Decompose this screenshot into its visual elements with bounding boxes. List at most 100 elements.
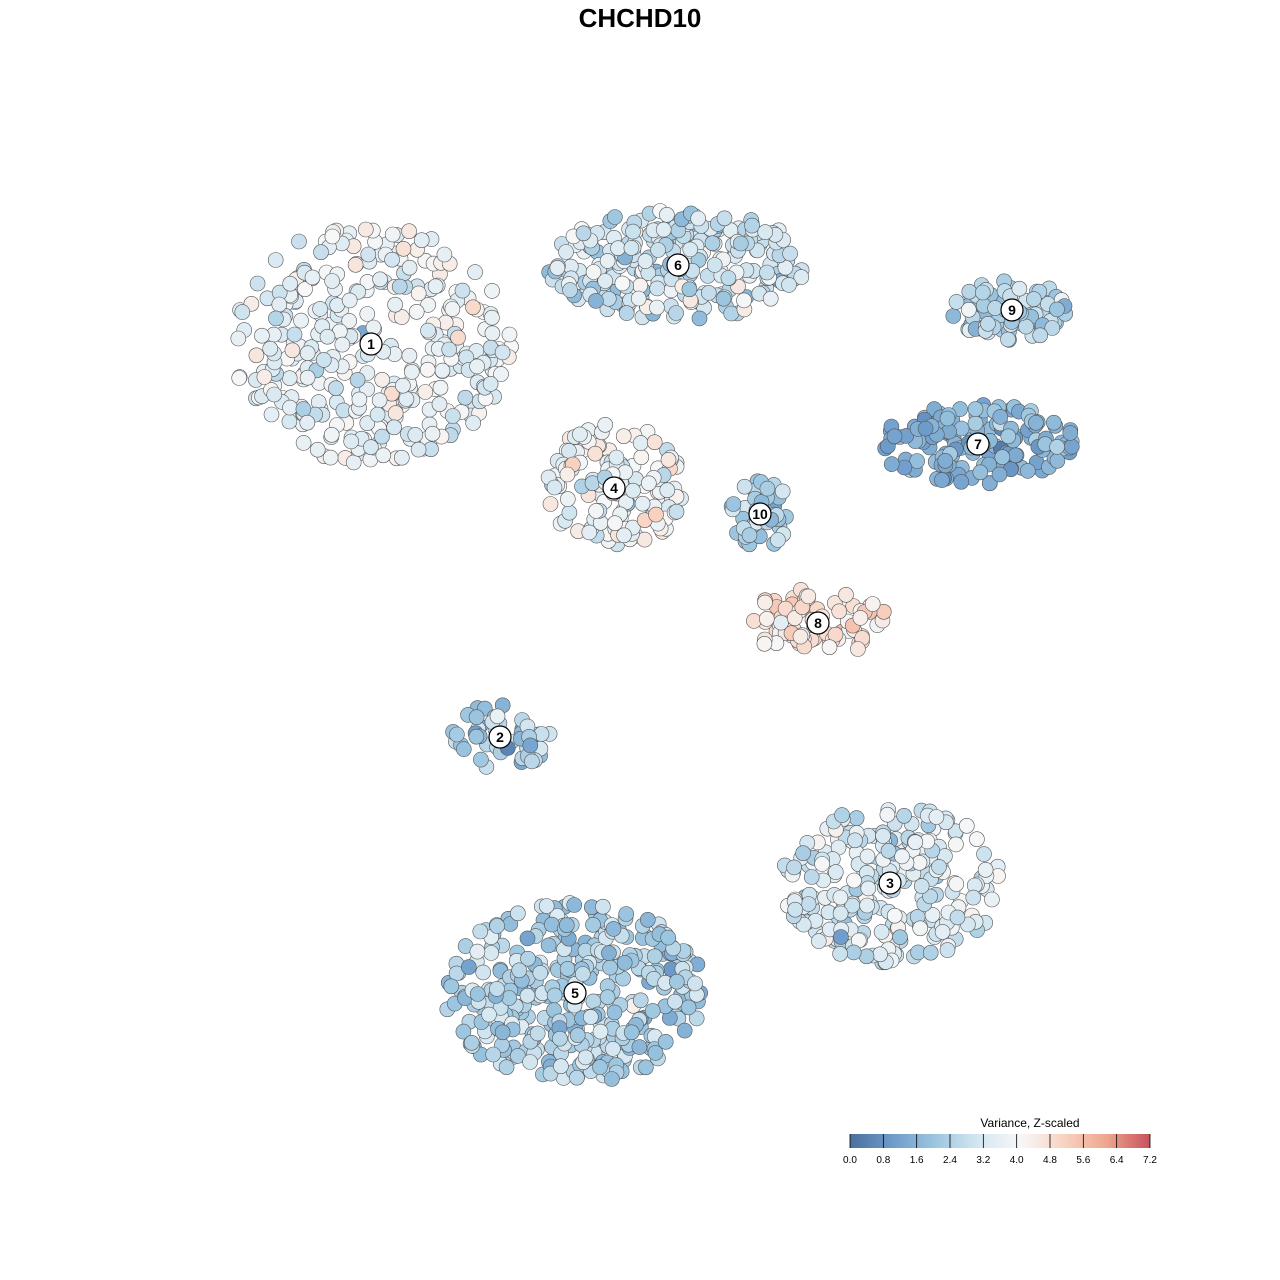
cluster-label-text: 5 bbox=[571, 985, 579, 1001]
cell-point bbox=[732, 235, 749, 252]
cell-point bbox=[465, 415, 482, 431]
cell-point bbox=[757, 224, 774, 240]
cell-point bbox=[650, 242, 666, 258]
cell-point bbox=[892, 929, 908, 946]
cell-point bbox=[341, 292, 358, 309]
cluster-label-text: 10 bbox=[752, 506, 768, 522]
cell-point bbox=[449, 726, 465, 743]
cell-point bbox=[552, 1030, 568, 1047]
cell-point bbox=[803, 869, 820, 885]
cell-point bbox=[315, 352, 332, 368]
cluster-label-3: 3 bbox=[878, 871, 902, 895]
cell-point bbox=[720, 270, 737, 286]
color-legend: Variance, Z-scaled 0.0 0.8 1.6 2.4 3.2 4.0 4.8… bbox=[843, 1116, 1157, 1166]
cell-point bbox=[282, 399, 298, 416]
cell-point bbox=[949, 909, 966, 926]
cell-point bbox=[691, 310, 708, 327]
cell-point bbox=[864, 596, 881, 612]
legend-tick-label: 2.4 bbox=[943, 1155, 957, 1166]
cell-point bbox=[387, 296, 403, 313]
cell-point bbox=[558, 917, 575, 934]
cell-point bbox=[313, 244, 329, 260]
cell-point bbox=[810, 933, 827, 949]
cell-point bbox=[953, 473, 970, 490]
cell-point bbox=[427, 278, 444, 295]
cell-point bbox=[931, 859, 947, 875]
cluster-label-text: 3 bbox=[886, 875, 894, 891]
cell-point bbox=[391, 278, 408, 295]
cell-point bbox=[234, 304, 251, 320]
cell-point bbox=[546, 479, 563, 496]
cell-point bbox=[357, 221, 374, 238]
legend-tick-label: 7.2 bbox=[1143, 1155, 1157, 1166]
cell-point bbox=[559, 491, 576, 507]
cell-point bbox=[782, 245, 798, 262]
cell-point bbox=[467, 264, 483, 280]
cell-point bbox=[454, 282, 471, 299]
cell-point bbox=[599, 253, 616, 269]
cell-point bbox=[896, 807, 912, 824]
cell-point bbox=[886, 428, 903, 445]
cell-point bbox=[291, 233, 307, 250]
cell-point bbox=[792, 628, 809, 645]
cell-point bbox=[880, 842, 897, 859]
cell-point bbox=[460, 959, 477, 975]
cell-point bbox=[484, 309, 500, 326]
cell-point bbox=[646, 434, 663, 451]
cell-point bbox=[872, 946, 888, 963]
cell-point bbox=[967, 401, 984, 417]
cell-point bbox=[575, 225, 592, 242]
cell-point bbox=[667, 993, 683, 1010]
cell-point bbox=[1026, 291, 1042, 307]
cluster-label-badge bbox=[563, 981, 587, 1005]
cell-point bbox=[631, 1039, 648, 1055]
cell-point bbox=[922, 888, 938, 905]
cell-point bbox=[606, 1004, 623, 1021]
cell-point bbox=[907, 834, 924, 851]
cell-point bbox=[1000, 428, 1017, 445]
cell-point bbox=[436, 246, 453, 263]
cell-point bbox=[610, 240, 626, 256]
cell-point bbox=[511, 962, 528, 979]
cluster-label-text: 9 bbox=[1008, 302, 1016, 318]
cluster-label-text: 1 bbox=[367, 336, 375, 352]
cell-point bbox=[574, 966, 591, 982]
cell-point bbox=[883, 456, 900, 472]
cell-point bbox=[850, 641, 866, 657]
cell-point bbox=[597, 416, 614, 433]
cell-point bbox=[540, 937, 557, 954]
cluster-label-text: 4 bbox=[610, 480, 618, 496]
cell-point bbox=[398, 391, 415, 407]
cell-point bbox=[343, 433, 360, 450]
cell-point bbox=[501, 990, 517, 1006]
cluster-label-7: 7 bbox=[966, 432, 990, 456]
cell-point bbox=[572, 426, 588, 443]
cell-point bbox=[1046, 414, 1062, 431]
cell-point bbox=[625, 482, 641, 499]
cell-point bbox=[455, 1023, 472, 1040]
cell-point bbox=[519, 987, 536, 1004]
cluster-label-badge bbox=[878, 871, 902, 895]
cell-point bbox=[786, 610, 803, 626]
cell-point bbox=[271, 296, 288, 313]
cell-point bbox=[976, 846, 992, 862]
cell-point bbox=[494, 344, 511, 361]
cell-point bbox=[736, 292, 752, 309]
cell-point bbox=[795, 845, 811, 862]
cell-point bbox=[634, 495, 651, 512]
legend-tick-label: 0.8 bbox=[876, 1155, 890, 1166]
cell-point bbox=[592, 1023, 609, 1040]
cell-point bbox=[800, 588, 817, 605]
cell-point bbox=[987, 300, 1003, 316]
cell-point bbox=[401, 223, 417, 239]
cell-point bbox=[463, 1035, 480, 1051]
cell-point bbox=[309, 441, 326, 458]
cell-point bbox=[644, 1003, 661, 1019]
cell-point bbox=[395, 241, 412, 257]
cluster-label-badge bbox=[966, 432, 990, 456]
cell-point bbox=[967, 415, 984, 432]
cell-point bbox=[293, 312, 309, 329]
cell-point bbox=[413, 232, 430, 248]
legend-tick-label: 6.4 bbox=[1110, 1155, 1124, 1166]
cell-point bbox=[231, 370, 247, 386]
